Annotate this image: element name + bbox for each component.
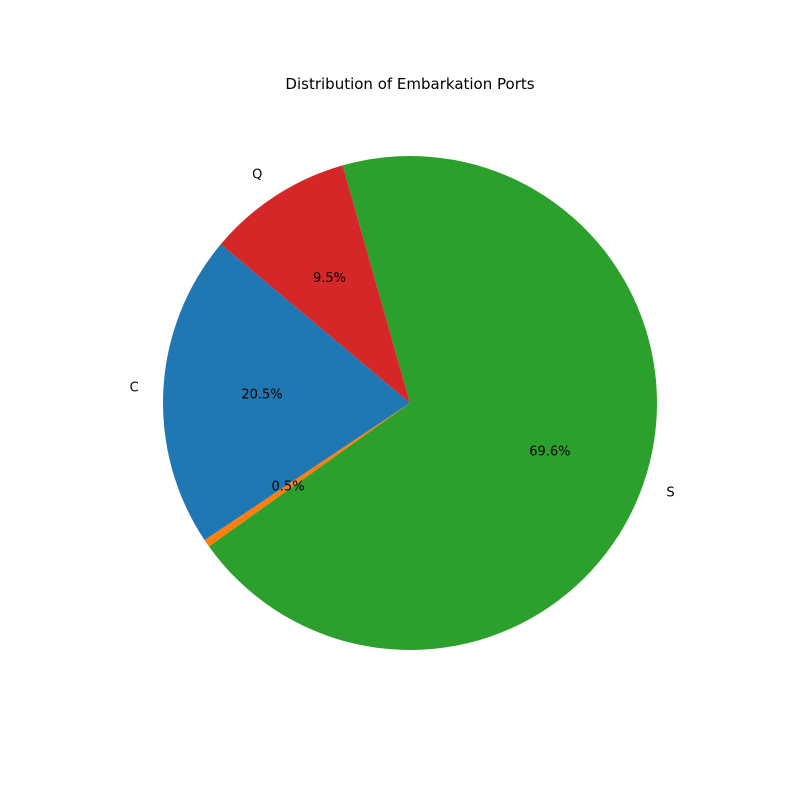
pie-slice-q: [220, 165, 410, 403]
pie-labels: 20.5% C 0.5% 69.6% S 9.5% Q: [130, 167, 675, 500]
pie-pct-label: 20.5%: [241, 387, 282, 402]
pie-category-label: C: [130, 381, 139, 396]
pie-slice-c: [162, 244, 410, 541]
pie-pct-label: 0.5%: [272, 480, 305, 495]
pie-category-label: S: [666, 485, 674, 500]
pie-pct-label: 69.6%: [529, 445, 570, 460]
pie-slice-unlabeled: [204, 403, 410, 547]
pie-category-label: Q: [252, 167, 262, 182]
pie-slices: [162, 156, 657, 650]
chart-title: Distribution of Embarkation Ports: [285, 75, 534, 93]
pie-pct-label: 9.5%: [313, 271, 346, 286]
pie-slice-s: [208, 156, 657, 650]
